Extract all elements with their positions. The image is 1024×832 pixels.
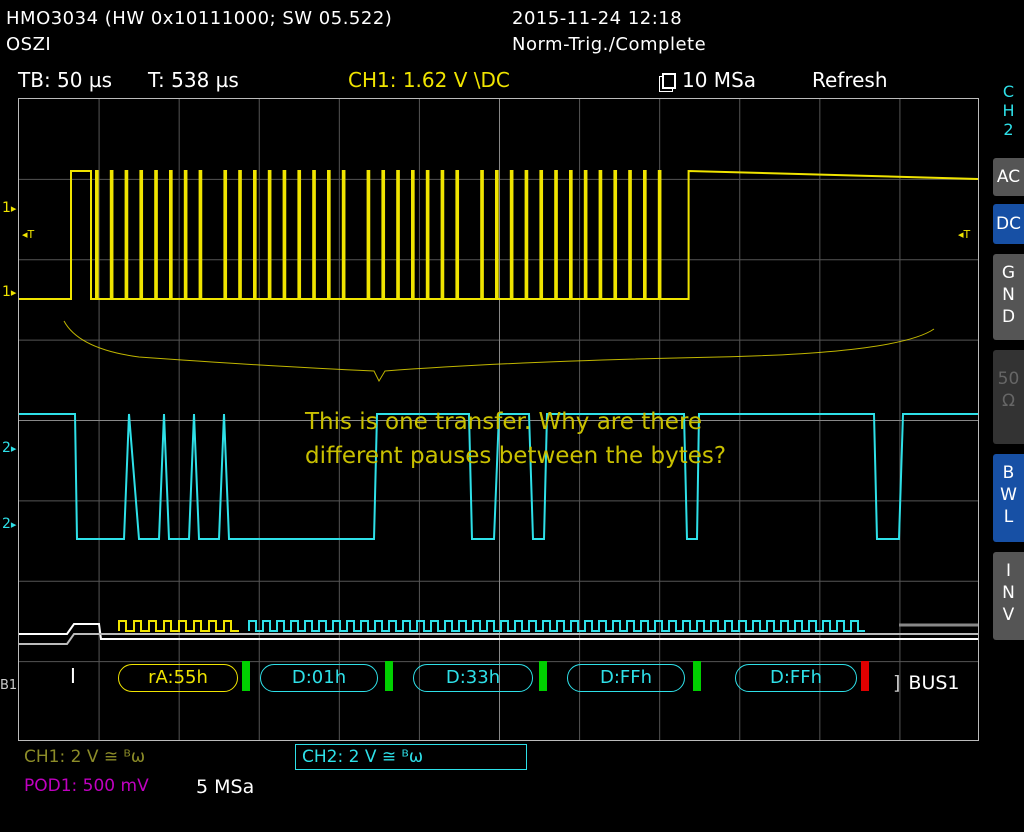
bus-frame-data-2[interactable]: D:33h xyxy=(413,664,533,692)
sample-rate-readout[interactable]: 10 MSa xyxy=(662,68,756,92)
coupling-ac-button[interactable]: AC xyxy=(993,158,1024,196)
bus-frame-address[interactable]: rA:55h xyxy=(118,664,238,692)
bus-sda-line xyxy=(19,633,978,645)
bus-data-clock xyxy=(248,620,865,632)
waveform-canvas xyxy=(19,99,978,740)
acq-mode-readout[interactable]: Refresh xyxy=(812,68,888,92)
bus-frame-data-3[interactable]: D:FFh xyxy=(567,664,685,692)
nack-marker xyxy=(861,661,869,691)
ch1-scale[interactable]: CH1: 2 V ≅ ᴮѡ xyxy=(24,747,146,767)
ack-marker xyxy=(385,661,393,691)
ack-marker xyxy=(693,661,701,691)
sample-rate-value: 10 MSa xyxy=(682,68,757,92)
bus-start-bracket: I xyxy=(70,664,76,688)
impedance-50-button[interactable]: 50 Ω xyxy=(993,350,1024,444)
bus-label: ] BUS1 xyxy=(893,672,960,694)
bus-marker[interactable]: B1 xyxy=(0,678,18,693)
bus-frame-data-1[interactable]: D:01h xyxy=(260,664,378,692)
annotation-brace xyxy=(63,320,935,383)
mode-label: OSZI xyxy=(6,34,52,55)
ch2-offset-marker[interactable]: 2▸ xyxy=(2,440,17,456)
ch2-level-marker[interactable]: 2▸ xyxy=(2,516,17,532)
coupling-dc-button[interactable]: DC xyxy=(993,204,1024,244)
pod-sample-rate: 5 MSa xyxy=(196,776,255,798)
annotation-line-2: different pauses between the bytes? xyxy=(305,443,727,469)
ack-marker xyxy=(539,661,547,691)
pod1-scale[interactable]: POD1: 500 mV xyxy=(24,776,149,796)
ch1-offset-marker[interactable]: 1▸ xyxy=(2,200,17,216)
datetime: 2015-11-24 12:18 xyxy=(512,8,683,29)
waveform-display[interactable] xyxy=(18,98,979,741)
trigger-status: Norm-Trig./Complete xyxy=(512,34,707,55)
ch2-trace xyxy=(19,413,978,540)
ack-marker xyxy=(242,661,250,691)
device-model: HMO3034 (HW 0x10111000; SW 05.522) xyxy=(6,8,393,29)
bus-scl-line xyxy=(19,623,978,640)
timebase-readout[interactable]: TB: 50 µs xyxy=(18,68,112,92)
bus-frame-data-4[interactable]: D:FFh xyxy=(735,664,857,692)
annotation-line-1: This is one transfer. Why are there xyxy=(305,409,703,435)
trigger-time-readout[interactable]: T: 538 µs xyxy=(148,68,239,92)
ch1-trigger-readout[interactable]: CH1: 1.62 V \DC xyxy=(348,68,510,92)
ch1-level-marker[interactable]: 1▸ xyxy=(2,284,17,300)
annotation-text: This is one transfer. Why are there diff… xyxy=(305,405,726,473)
trigger-left-marker: ◂T xyxy=(22,228,35,241)
ch2-scale[interactable]: CH2: 2 V ≅ ᴮѡ xyxy=(295,744,527,770)
bus-address-clock xyxy=(118,620,239,632)
trigger-right-marker: ◂T xyxy=(958,228,971,241)
memory-icon xyxy=(662,73,676,89)
ch1-trace xyxy=(19,169,978,300)
